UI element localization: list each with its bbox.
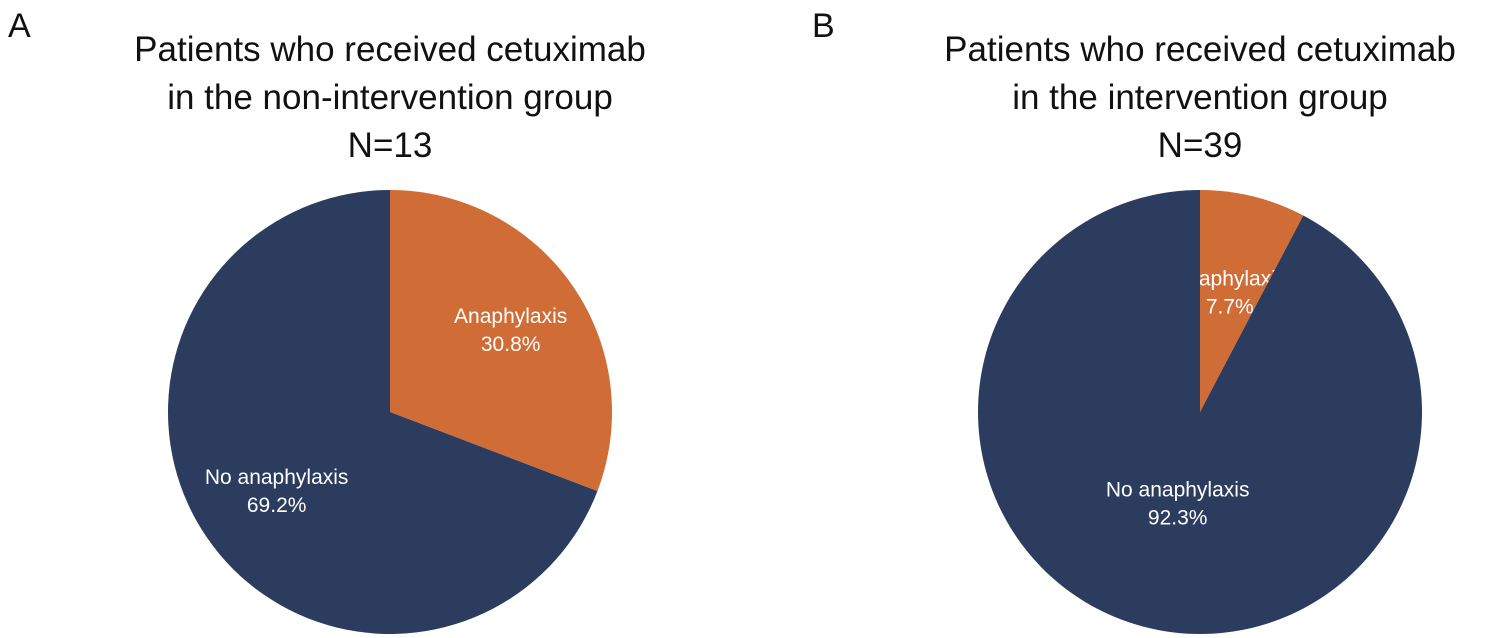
pie-slice-anaphylaxis — [390, 190, 612, 492]
title-line: N=13 — [347, 126, 433, 165]
pie-chart: Anaphylaxis 30.8% No anaphylaxis 69.2% — [168, 190, 612, 634]
panel-label: B — [812, 7, 835, 45]
pie-slice-no-anaphylaxis — [978, 190, 1422, 635]
slice-value-label: 69.2% — [247, 494, 307, 517]
pie-chart: Anaphylaxis 7.7% No anaphylaxis 92.3% — [978, 190, 1422, 635]
panel-label: A — [8, 7, 31, 45]
slice-value-label: 92.3% — [1148, 507, 1208, 530]
slice-name-label: No anaphylaxis — [205, 466, 349, 489]
title-line: N=39 — [1157, 126, 1243, 165]
title-line: in the non-intervention group — [167, 78, 613, 117]
panel-b: B Patients who received cetuximab in the… — [750, 0, 1500, 638]
pie-slice-anaphylaxis — [1200, 190, 1304, 412]
title-line: in the intervention group — [1012, 78, 1388, 117]
slice-name-label: Anaphylaxis — [454, 305, 567, 328]
panel-a: A Patients who received cetuximab in the… — [8, 7, 650, 634]
chart-title: Patients who received cetuximab in the i… — [940, 26, 1460, 170]
chart-title: Patients who received cetuximab in the n… — [130, 26, 650, 170]
title-line: Patients who received cetuximab — [944, 30, 1456, 69]
slice-value-label: 7.7% — [1206, 295, 1254, 318]
pie-slice-no-anaphylaxis — [168, 190, 598, 634]
slice-name-label: Anaphylaxis — [1173, 267, 1286, 290]
slice-value-label: 30.8% — [481, 333, 541, 356]
slice-name-label: No anaphylaxis — [1106, 479, 1250, 502]
title-line: Patients who received cetuximab — [134, 30, 646, 69]
